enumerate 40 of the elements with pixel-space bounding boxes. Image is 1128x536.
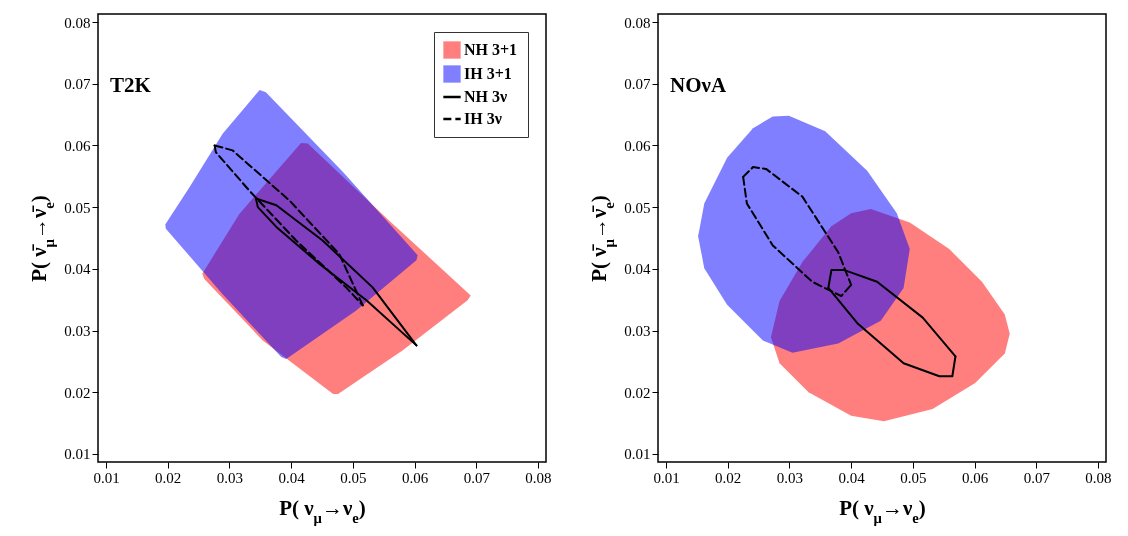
- y-tick-label: 0.03: [624, 323, 651, 340]
- x-tick-label: 0.07: [463, 469, 491, 486]
- y-tick-label: 0.03: [64, 323, 91, 340]
- x-tick-label: 0.07: [1023, 469, 1051, 486]
- y-tick-label: 0.01: [624, 446, 651, 463]
- annotation: NOνA: [670, 73, 727, 97]
- y-tick-label: 0.04: [64, 261, 91, 278]
- x-tick-label: 0.06: [961, 469, 989, 486]
- x-axis-title: P( ν$_{μ}$→ν$_{e}$): [279, 495, 366, 526]
- y-tick-label: 0.05: [624, 199, 651, 216]
- y-tick-label: 0.01: [64, 446, 91, 463]
- x-tick-label: 0.04: [838, 469, 866, 486]
- x-tick-label: 0.02: [715, 469, 742, 486]
- y-tick-label: 0.06: [624, 137, 651, 154]
- y-tick-label: 0.05: [64, 199, 91, 216]
- y-tick-label: 0.02: [624, 384, 651, 401]
- x-tick-label: 0.08: [1085, 469, 1112, 486]
- legend-label: NH 3ν: [464, 88, 508, 105]
- x-tick-label: 0.04: [278, 469, 306, 486]
- annotation: T2K: [110, 73, 152, 97]
- x-tick-label: 0.03: [216, 469, 244, 486]
- x-tick-label: 0.05: [340, 469, 367, 486]
- legend-label: NH 3+1: [464, 41, 518, 58]
- legend-label: IH 3+1: [464, 65, 512, 82]
- y-tick-label: 0.08: [64, 14, 91, 31]
- x-axis-title: P( ν$_{μ}$→ν$_{e}$): [839, 495, 926, 526]
- y-tick-label: 0.07: [64, 76, 91, 93]
- x-tick-label: 0.08: [525, 469, 552, 486]
- y-tick-label: 0.08: [624, 14, 651, 31]
- y-tick-label: 0.04: [624, 261, 651, 278]
- x-tick-label: 0.05: [900, 469, 927, 486]
- x-tick-label: 0.06: [401, 469, 429, 486]
- legend-label: IH 3ν: [464, 110, 502, 127]
- y-tick-label: 0.06: [64, 137, 91, 154]
- x-tick-label: 0.02: [155, 469, 182, 486]
- y-tick-label: 0.02: [64, 384, 91, 401]
- x-tick-label: 0.01: [653, 469, 680, 486]
- x-tick-label: 0.03: [776, 469, 804, 486]
- x-tick-label: 0.01: [93, 469, 120, 486]
- y-tick-label: 0.07: [624, 76, 651, 93]
